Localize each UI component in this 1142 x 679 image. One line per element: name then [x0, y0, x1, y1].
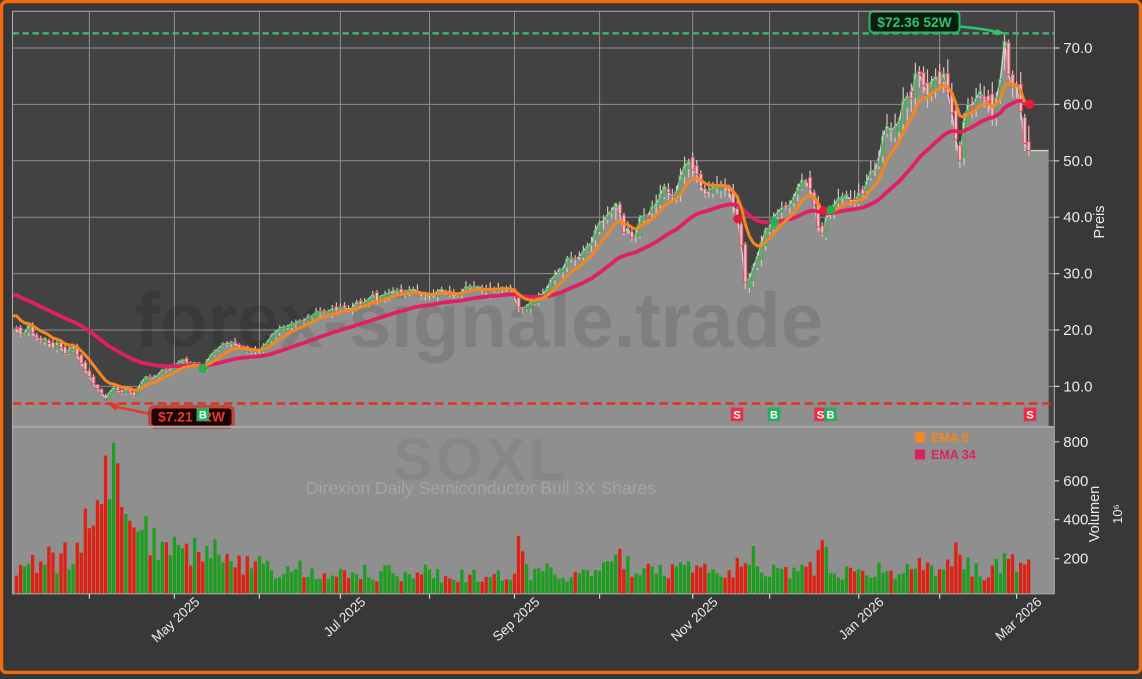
- svg-text:20.0: 20.0: [1063, 322, 1092, 339]
- svg-text:10⁶: 10⁶: [1110, 504, 1125, 524]
- svg-text:400: 400: [1063, 512, 1088, 529]
- svg-text:Preis: Preis: [1092, 205, 1108, 238]
- svg-text:S: S: [1026, 409, 1033, 421]
- svg-text:S: S: [817, 409, 824, 421]
- svg-text:60.0: 60.0: [1063, 96, 1092, 113]
- svg-text:EMA 8: EMA 8: [931, 431, 969, 445]
- svg-text:forex-signale.trade: forex-signale.trade: [135, 278, 824, 364]
- svg-text:EMA 34: EMA 34: [931, 448, 976, 462]
- svg-text:30.0: 30.0: [1063, 266, 1092, 283]
- svg-text:600: 600: [1063, 473, 1088, 490]
- svg-text:Volumen: Volumen: [1087, 486, 1103, 542]
- svg-text:50.0: 50.0: [1063, 153, 1092, 170]
- svg-text:800: 800: [1063, 434, 1088, 451]
- svg-text:200: 200: [1063, 551, 1088, 568]
- svg-text:S: S: [733, 409, 740, 421]
- svg-text:Direxion Daily Semiconductor B: Direxion Daily Semiconductor Bull 3X Sha…: [306, 478, 656, 498]
- svg-text:B: B: [770, 409, 778, 421]
- svg-text:70.0: 70.0: [1063, 40, 1092, 57]
- svg-text:B: B: [827, 409, 835, 421]
- svg-text:10.0: 10.0: [1063, 378, 1092, 395]
- svg-text:$7.21 52W: $7.21 52W: [158, 410, 226, 425]
- svg-text:B: B: [199, 409, 207, 421]
- svg-text:SOXL: SOXL: [393, 426, 568, 493]
- svg-text:$72.36 52W: $72.36 52W: [877, 15, 952, 30]
- svg-text:40.0: 40.0: [1063, 209, 1092, 226]
